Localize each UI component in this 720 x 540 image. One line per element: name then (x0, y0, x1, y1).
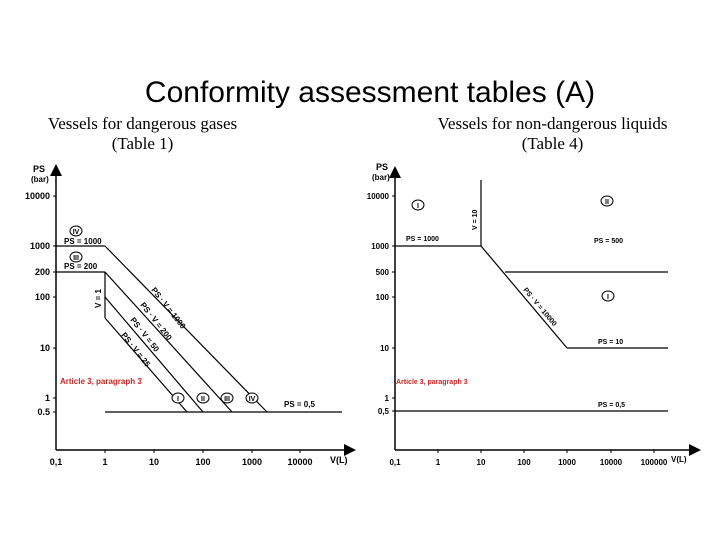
left-ytick: 1000 (30, 241, 50, 251)
right-marker-ii: II (600, 195, 614, 207)
svg-text:II: II (201, 396, 205, 403)
right-ytick: 500 (376, 268, 390, 277)
right-xtick: 1000 (558, 458, 576, 467)
left-label-ps1000: PS = 1000 (64, 237, 102, 246)
right-subtitle-line1: Vessels for non-dangerous liquids (437, 114, 668, 133)
right-ytick: 1000 (371, 242, 389, 251)
right-subtitle: Vessels for non-dangerous liquids (Table… (415, 114, 690, 154)
left-ytick: 200 (35, 267, 50, 277)
right-x-label: V(L) (671, 455, 687, 464)
left-subtitle: Vessels for dangerous gases (Table 1) (30, 114, 255, 154)
left-marker-iii-bottom: III (220, 392, 234, 404)
svg-text:IV: IV (73, 229, 80, 236)
right-y-label-unit: (bar) (372, 173, 390, 182)
left-marker-iv-top: IV (69, 225, 83, 237)
right-label-ps10: PS = 10 (598, 339, 623, 346)
right-xtick: 100000 (641, 458, 668, 467)
left-marker-ii: II (196, 392, 210, 404)
right-xtick: 0,1 (389, 458, 401, 467)
svg-text:III: III (73, 255, 79, 262)
left-xtick: 1 (102, 457, 107, 467)
left-xtick: 10 (149, 457, 159, 467)
left-xtick: 0,1 (50, 457, 63, 467)
left-x-label: V(L) (330, 455, 348, 465)
right-y-label-ps: PS (376, 162, 388, 172)
right-line-psv10000 (480, 245, 568, 349)
left-line-psv50 (104, 296, 204, 413)
left-label-article: Article 3, paragraph 3 (60, 377, 142, 386)
right-marker-i-mid: I (601, 290, 615, 302)
right-ytick: 10000 (367, 192, 390, 201)
page-title: Conformity assessment tables (A) (144, 76, 596, 109)
left-y-label-ps: PS (33, 164, 45, 174)
right-ytick: 0,5 (378, 407, 390, 416)
left-ytick: 10 (40, 343, 50, 353)
left-ytick: 1 (45, 393, 50, 403)
right-label-ps1000: PS = 1000 (406, 236, 439, 243)
left-xtick: 10000 (287, 457, 312, 467)
left-ytick: 10000 (25, 191, 50, 201)
left-label-ps05: PS = 0,5 (284, 400, 315, 409)
left-marker-iv-bottom: IV (245, 392, 259, 404)
left-line-psv200 (104, 271, 233, 413)
svg-text:III: III (224, 396, 230, 403)
right-label-ps05: PS = 0,5 (598, 402, 625, 409)
svg-text:II: II (605, 199, 609, 206)
right-label-ps500: PS = 500 (594, 238, 623, 245)
right-marker-i-top: I (411, 199, 425, 211)
right-ytick: 100 (376, 293, 390, 302)
right-subtitle-line2: (Table 4) (521, 134, 584, 153)
svg-text:I: I (417, 203, 419, 210)
left-subtitle-line1: Vessels for dangerous gases (47, 114, 238, 133)
right-chart: PS (bar) 10000 1000 500 100 10 1 0,5 0,1… (367, 162, 701, 467)
left-chart: PS (bar) 10000 1000 200 100 10 1 0.5 0,1… (25, 164, 356, 467)
right-ytick: 1 (385, 394, 390, 403)
right-xtick: 10000 (600, 458, 623, 467)
left-ytick: 100 (35, 292, 50, 302)
right-label-v10: V = 10 (472, 209, 479, 230)
left-xtick: 1000 (242, 457, 262, 467)
left-y-label-unit: (bar) (31, 175, 49, 184)
left-label-ps200: PS = 200 (64, 262, 98, 271)
right-label-article: Article 3, paragraph 3 (396, 379, 468, 386)
left-xtick: 100 (195, 457, 210, 467)
left-subtitle-line2: (Table 1) (111, 134, 174, 153)
right-xtick: 100 (517, 458, 531, 467)
right-label-psv10000: PS · V = 10000 (521, 287, 557, 328)
svg-text:IV: IV (249, 396, 256, 403)
right-xtick: 1 (436, 458, 441, 467)
left-line-psv1000 (104, 245, 268, 413)
svg-text:I: I (177, 396, 179, 403)
left-label-v1: V = 1 (94, 289, 103, 308)
left-marker-iii: III (69, 251, 83, 263)
right-xtick: 10 (477, 458, 486, 467)
svg-text:I: I (607, 294, 609, 301)
right-ytick: 10 (380, 344, 389, 353)
left-marker-i: I (171, 392, 185, 404)
left-ytick: 0.5 (37, 407, 50, 417)
